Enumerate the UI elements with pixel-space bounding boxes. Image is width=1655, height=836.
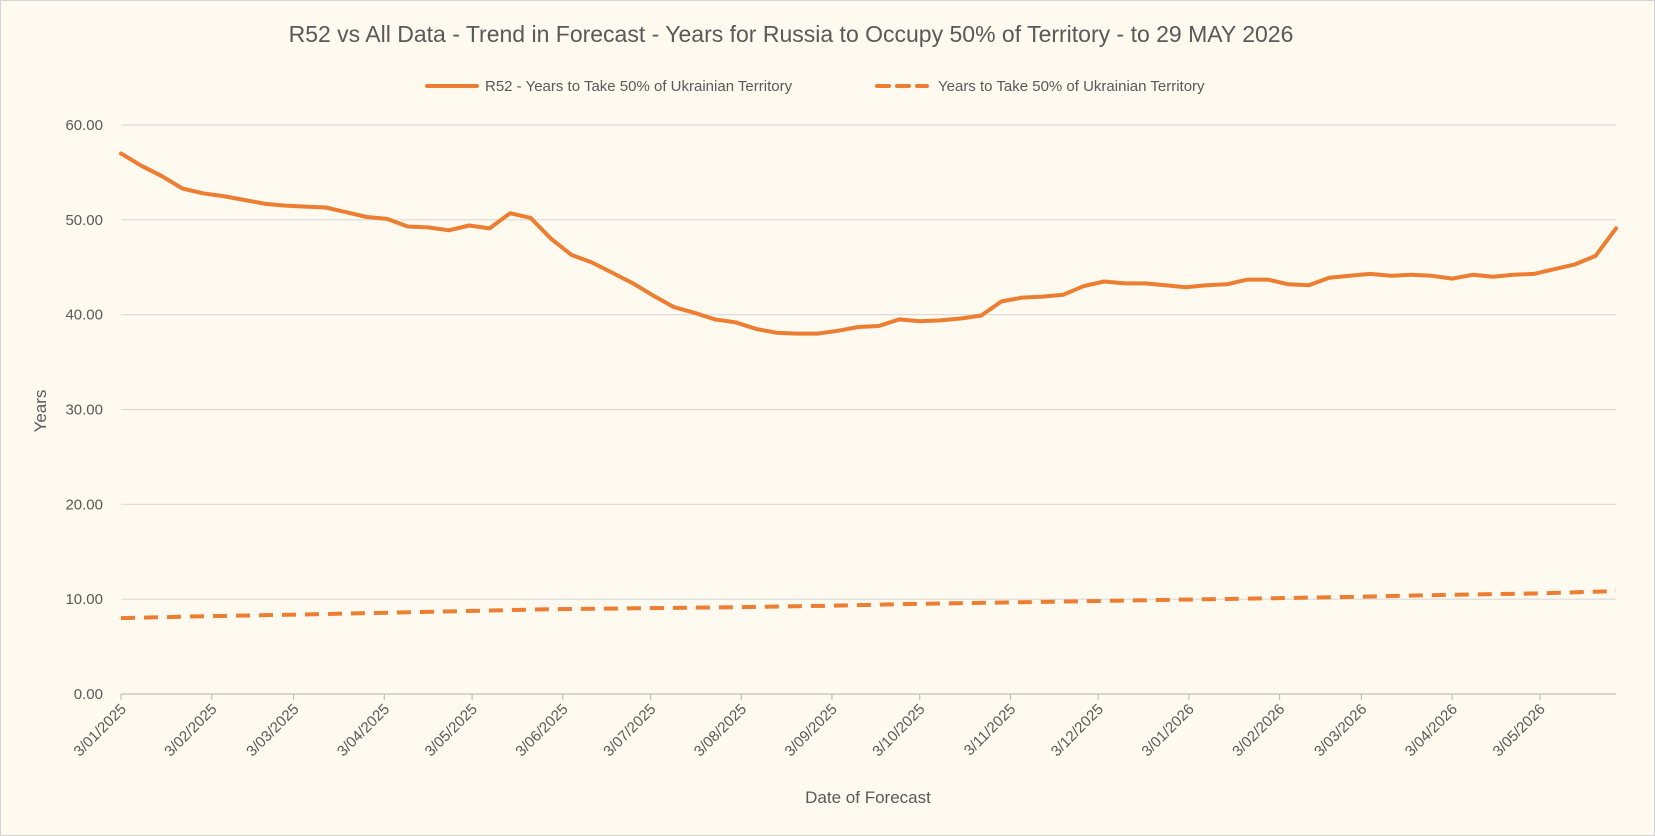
y-axis-ticks: 0.00 10.00 20.00 30.00 40.00 50.00 60.00	[65, 117, 103, 703]
y-tick-label: 20.00	[65, 496, 103, 513]
x-tick-label: 3/08/2025	[691, 701, 750, 760]
y-tick-label: 40.00	[65, 307, 103, 324]
y-tick-label: 30.00	[65, 402, 103, 419]
x-tick-label: 3/09/2025	[782, 701, 841, 760]
x-tick-label: 3/11/2025	[961, 701, 1019, 759]
y-tick-label: 10.00	[65, 591, 103, 608]
x-tick-label: 3/06/2025	[512, 701, 571, 760]
legend: R52 - Years to Take 50% of Ukrainian Ter…	[425, 78, 1205, 95]
series-line-all-data	[120, 589, 1617, 621]
x-tick-label: 3/12/2025	[1048, 701, 1107, 760]
x-axis-title: Date of Forecast	[805, 788, 931, 807]
x-tick-label: 3/02/2026	[1229, 701, 1288, 760]
series-line-r52	[119, 151, 1618, 336]
y-tick-label: 60.00	[65, 117, 103, 134]
x-tick-label: 3/04/2026	[1402, 701, 1461, 760]
x-tick-label: 3/03/2025	[243, 701, 302, 760]
y-tick-label: 0.00	[74, 686, 103, 703]
y-tick-label: 50.00	[65, 212, 103, 229]
legend-label-r52: R52 - Years to Take 50% of Ukrainian Ter…	[485, 78, 793, 95]
x-tick-label: 3/05/2025	[422, 701, 481, 760]
x-tick-label: 3/05/2026	[1490, 701, 1549, 760]
chart-title: R52 vs All Data - Trend in Forecast - Ye…	[289, 21, 1294, 47]
x-axis-ticks: 3/01/2025 3/02/2025 3/03/2025 3/04/2025 3/05…	[71, 694, 1549, 760]
y-axis-title: Years	[31, 390, 50, 433]
x-tick-label: 3/04/2025	[334, 701, 393, 760]
legend-label-all-data: Years to Take 50% of Ukrainian Territory	[938, 78, 1205, 95]
series-lines	[119, 151, 1618, 621]
x-tick-label: 3/02/2025	[161, 701, 220, 760]
gridlines	[121, 124, 1616, 695]
x-tick-label: 3/10/2025	[869, 701, 928, 760]
x-tick-label: 3/01/2026	[1138, 701, 1197, 760]
x-tick-label: 3/01/2025	[71, 701, 130, 760]
x-tick-label: 3/07/2025	[600, 701, 659, 760]
x-tick-label: 3/03/2026	[1311, 701, 1370, 760]
